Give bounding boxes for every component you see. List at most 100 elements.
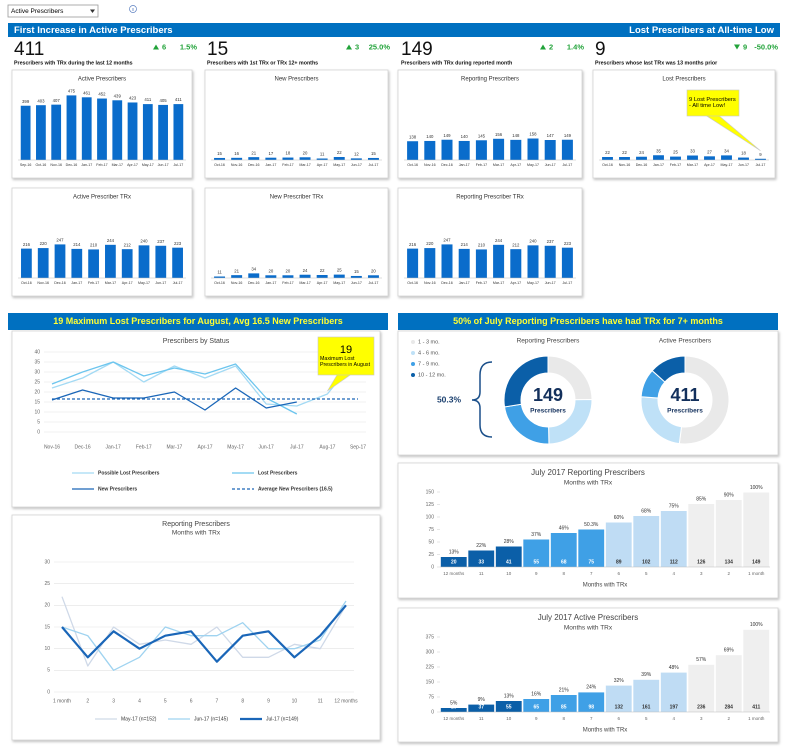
x-tick-label: Jan-17 (265, 281, 276, 285)
bar (142, 104, 153, 160)
x-tick-label: 11 (479, 571, 484, 576)
x-tick-label: Jan-17 (459, 163, 470, 167)
banner-text: 19 Maximum Lost Prescribers for August, … (53, 316, 343, 326)
x-tick-label: Dec-16 (248, 163, 260, 167)
bar (105, 244, 116, 278)
x-tick-label: 2 (727, 716, 730, 721)
data-label: 212 (512, 242, 520, 247)
x-tick-label: May-17 (227, 444, 244, 450)
data-label: 216 (23, 242, 31, 247)
x-tick-label: 6 (617, 571, 620, 576)
x-tick-label: 12 months (443, 716, 465, 721)
card (397, 607, 779, 743)
data-label: 247 (443, 238, 451, 243)
bar (510, 139, 522, 160)
card (592, 69, 776, 179)
donut-total: 149 (533, 385, 563, 405)
chart-title: Prescribers by Status (163, 338, 230, 345)
percent-label: 24% (586, 685, 597, 691)
data-label: 25 (337, 268, 342, 273)
series-line (61, 604, 347, 663)
percent-label: 22% (476, 543, 487, 549)
data-label: 240 (529, 239, 537, 244)
x-tick-label: Jun-17 (259, 444, 275, 450)
data-label: 126 (697, 559, 706, 565)
data-label: 16 (234, 151, 239, 156)
legend-label: 10 - 12 mo. (418, 372, 446, 378)
y-tick-label: 20 (44, 603, 50, 609)
kpi-description: Prescribers with TRx during the last 12 … (14, 60, 133, 66)
info-icon[interactable] (129, 5, 137, 13)
dropdown[interactable] (7, 4, 99, 18)
data-label: 149 (752, 559, 761, 565)
data-label: 20 (303, 150, 308, 155)
bar (54, 244, 66, 278)
x-tick-label: May-17 (527, 281, 539, 285)
data-label: 247 (56, 238, 64, 243)
x-tick-label: Dec-16 (636, 163, 648, 167)
y-tick-label: 10 (34, 409, 40, 415)
data-label: 411 (752, 704, 760, 710)
data-label: 244 (107, 238, 115, 243)
y-tick-label: 30 (34, 369, 40, 375)
x-tick-label: Jun-17 (155, 281, 166, 285)
x-tick-label: Dec-16 (66, 163, 78, 167)
y-tick-label: 375 (426, 634, 435, 640)
bar (619, 157, 630, 160)
x-tick-label: 1 month (748, 571, 765, 576)
bar (523, 539, 550, 567)
x-tick-label: 10 (506, 716, 512, 721)
bar (475, 249, 487, 278)
data-label: 20 (268, 268, 273, 273)
bar (636, 156, 647, 160)
bar (495, 546, 522, 567)
data-label: 12 (354, 152, 359, 157)
data-label: 24 (303, 268, 308, 273)
y-tick-label: 100 (426, 514, 435, 520)
chart-title: Reporting Prescriber TRx (456, 195, 524, 201)
series-line (51, 387, 297, 411)
x-tick-label: May-17 (721, 163, 733, 167)
data-label: 284 (725, 704, 734, 710)
x-tick-label: Feb-17 (476, 281, 487, 285)
bar (282, 275, 294, 278)
data-label: 41 (506, 559, 512, 565)
kpi-value: 149 (401, 39, 433, 60)
data-label: 216 (409, 242, 417, 247)
chart-title: Reporting Prescribers (162, 521, 230, 528)
x-tick-label: Dec-16 (54, 281, 66, 285)
x-axis-label: Months with TRx (583, 583, 628, 589)
bar (112, 100, 123, 160)
card (204, 187, 389, 297)
x-tick-label: Mar-17 (166, 444, 182, 450)
x-tick-label: Mar-17 (299, 163, 310, 167)
donut-segment (651, 355, 686, 383)
bar (468, 704, 495, 712)
x-tick-label: Nov-16 (231, 163, 243, 167)
x-tick-label: Feb-17 (282, 281, 293, 285)
legend-label: Jul-17 (n=149) (266, 716, 299, 722)
kpi-description: Prescribers whose last TRx was 13 months… (595, 60, 717, 66)
percent-label: 9% (478, 697, 486, 703)
x-tick-label: 9 (535, 716, 538, 721)
bar (743, 629, 770, 712)
callout-box (317, 336, 375, 376)
bar (688, 664, 715, 712)
kpi-description: Prescribers with 1st TRx or TRx 12+ mont… (207, 60, 318, 66)
data-label: 34 (724, 149, 729, 154)
kpi-arrow (540, 44, 546, 50)
data-label: 22 (320, 268, 325, 273)
bar (316, 275, 328, 278)
data-label: 102 (642, 559, 651, 565)
data-label: 161 (642, 704, 651, 710)
y-tick-label: 25 (44, 581, 50, 587)
x-tick-label: 1 month (53, 698, 71, 704)
bar (299, 274, 311, 278)
data-label: 20 (451, 704, 457, 710)
bar (441, 139, 453, 160)
x-tick-label: Oct-16 (407, 163, 418, 167)
bar (316, 158, 328, 160)
data-label: 89 (616, 559, 622, 565)
bar (660, 672, 687, 712)
x-tick-label: 9 (267, 698, 270, 704)
